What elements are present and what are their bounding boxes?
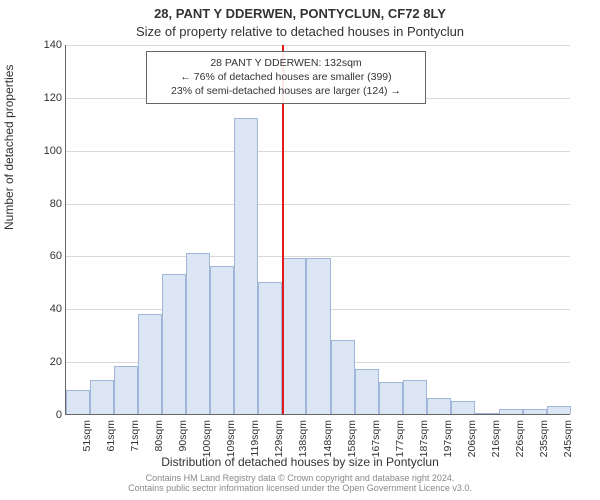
x-tick-label: 235sqm	[538, 420, 550, 457]
y-tick-label: 80	[40, 198, 62, 210]
annotation-box: 28 PANT Y DDERWEN: 132sqm ← 76% of detac…	[146, 51, 426, 104]
histogram-bar	[523, 409, 547, 414]
histogram-bar	[331, 340, 355, 414]
x-tick-label: 197sqm	[442, 420, 454, 457]
y-tick-label: 120	[40, 92, 62, 104]
x-tick-label: 177sqm	[394, 420, 406, 457]
histogram-bar	[451, 401, 475, 414]
x-tick-label: 216sqm	[490, 420, 502, 457]
histogram-bar	[90, 380, 114, 414]
chart-subtitle: Size of property relative to detached ho…	[0, 24, 600, 39]
histogram-bar	[66, 390, 90, 414]
y-tick-label: 60	[40, 250, 62, 262]
x-tick-label: 226sqm	[514, 420, 526, 457]
x-tick-label: 129sqm	[273, 420, 285, 457]
histogram-bar	[234, 118, 258, 414]
histogram-bar	[355, 369, 379, 414]
footer-line1: Contains HM Land Registry data © Crown c…	[0, 473, 600, 483]
y-axis-label: Number of detached properties	[2, 65, 16, 230]
footer-line2: Contains public sector information licen…	[0, 483, 600, 493]
x-tick-label: 138sqm	[297, 420, 309, 457]
annotation-line1: 28 PANT Y DDERWEN: 132sqm	[155, 56, 417, 70]
histogram-bar	[403, 380, 427, 414]
x-tick-label: 148sqm	[322, 420, 334, 457]
x-tick-label: 119sqm	[249, 420, 261, 457]
y-tick-label: 20	[40, 356, 62, 368]
x-tick-label: 158sqm	[346, 420, 358, 457]
y-tick-label: 40	[40, 303, 62, 315]
annotation-line2: ← 76% of detached houses are smaller (39…	[155, 70, 417, 84]
x-tick-label: 109sqm	[225, 420, 237, 457]
histogram-bar	[114, 366, 138, 414]
histogram-bar	[210, 266, 234, 414]
x-tick-label: 51sqm	[81, 420, 93, 452]
x-tick-label: 61sqm	[105, 420, 117, 452]
x-tick-label: 71sqm	[129, 420, 141, 452]
histogram-bar	[258, 282, 282, 414]
x-tick-label: 167sqm	[370, 420, 382, 457]
chart-container: { "title_line1": "28, PANT Y DDERWEN, PO…	[0, 0, 600, 500]
histogram-bar	[306, 258, 330, 414]
x-tick-label: 245sqm	[562, 420, 574, 457]
histogram-bar	[282, 258, 306, 414]
x-tick-label: 100sqm	[201, 420, 213, 457]
x-tick-label: 80sqm	[153, 420, 165, 452]
plot-area: 28 PANT Y DDERWEN: 132sqm ← 76% of detac…	[65, 45, 570, 415]
y-tick-label: 100	[40, 145, 62, 157]
histogram-bar	[162, 274, 186, 414]
histogram-bar	[427, 398, 451, 414]
y-tick-label: 140	[40, 39, 62, 51]
annotation-line3: 23% of semi-detached houses are larger (…	[155, 84, 417, 98]
histogram-bar	[499, 409, 523, 414]
x-tick-label: 90sqm	[177, 420, 189, 452]
attribution-footer: Contains HM Land Registry data © Crown c…	[0, 473, 600, 494]
histogram-bar	[475, 413, 499, 414]
histogram-bar	[186, 253, 210, 414]
x-tick-label: 206sqm	[466, 420, 478, 457]
x-tick-label: 187sqm	[418, 420, 430, 457]
histogram-bar	[138, 314, 162, 414]
y-tick-label: 0	[40, 409, 62, 421]
histogram-bar	[547, 406, 571, 414]
histogram-bar	[379, 382, 403, 414]
chart-title-address: 28, PANT Y DDERWEN, PONTYCLUN, CF72 8LY	[0, 6, 600, 21]
